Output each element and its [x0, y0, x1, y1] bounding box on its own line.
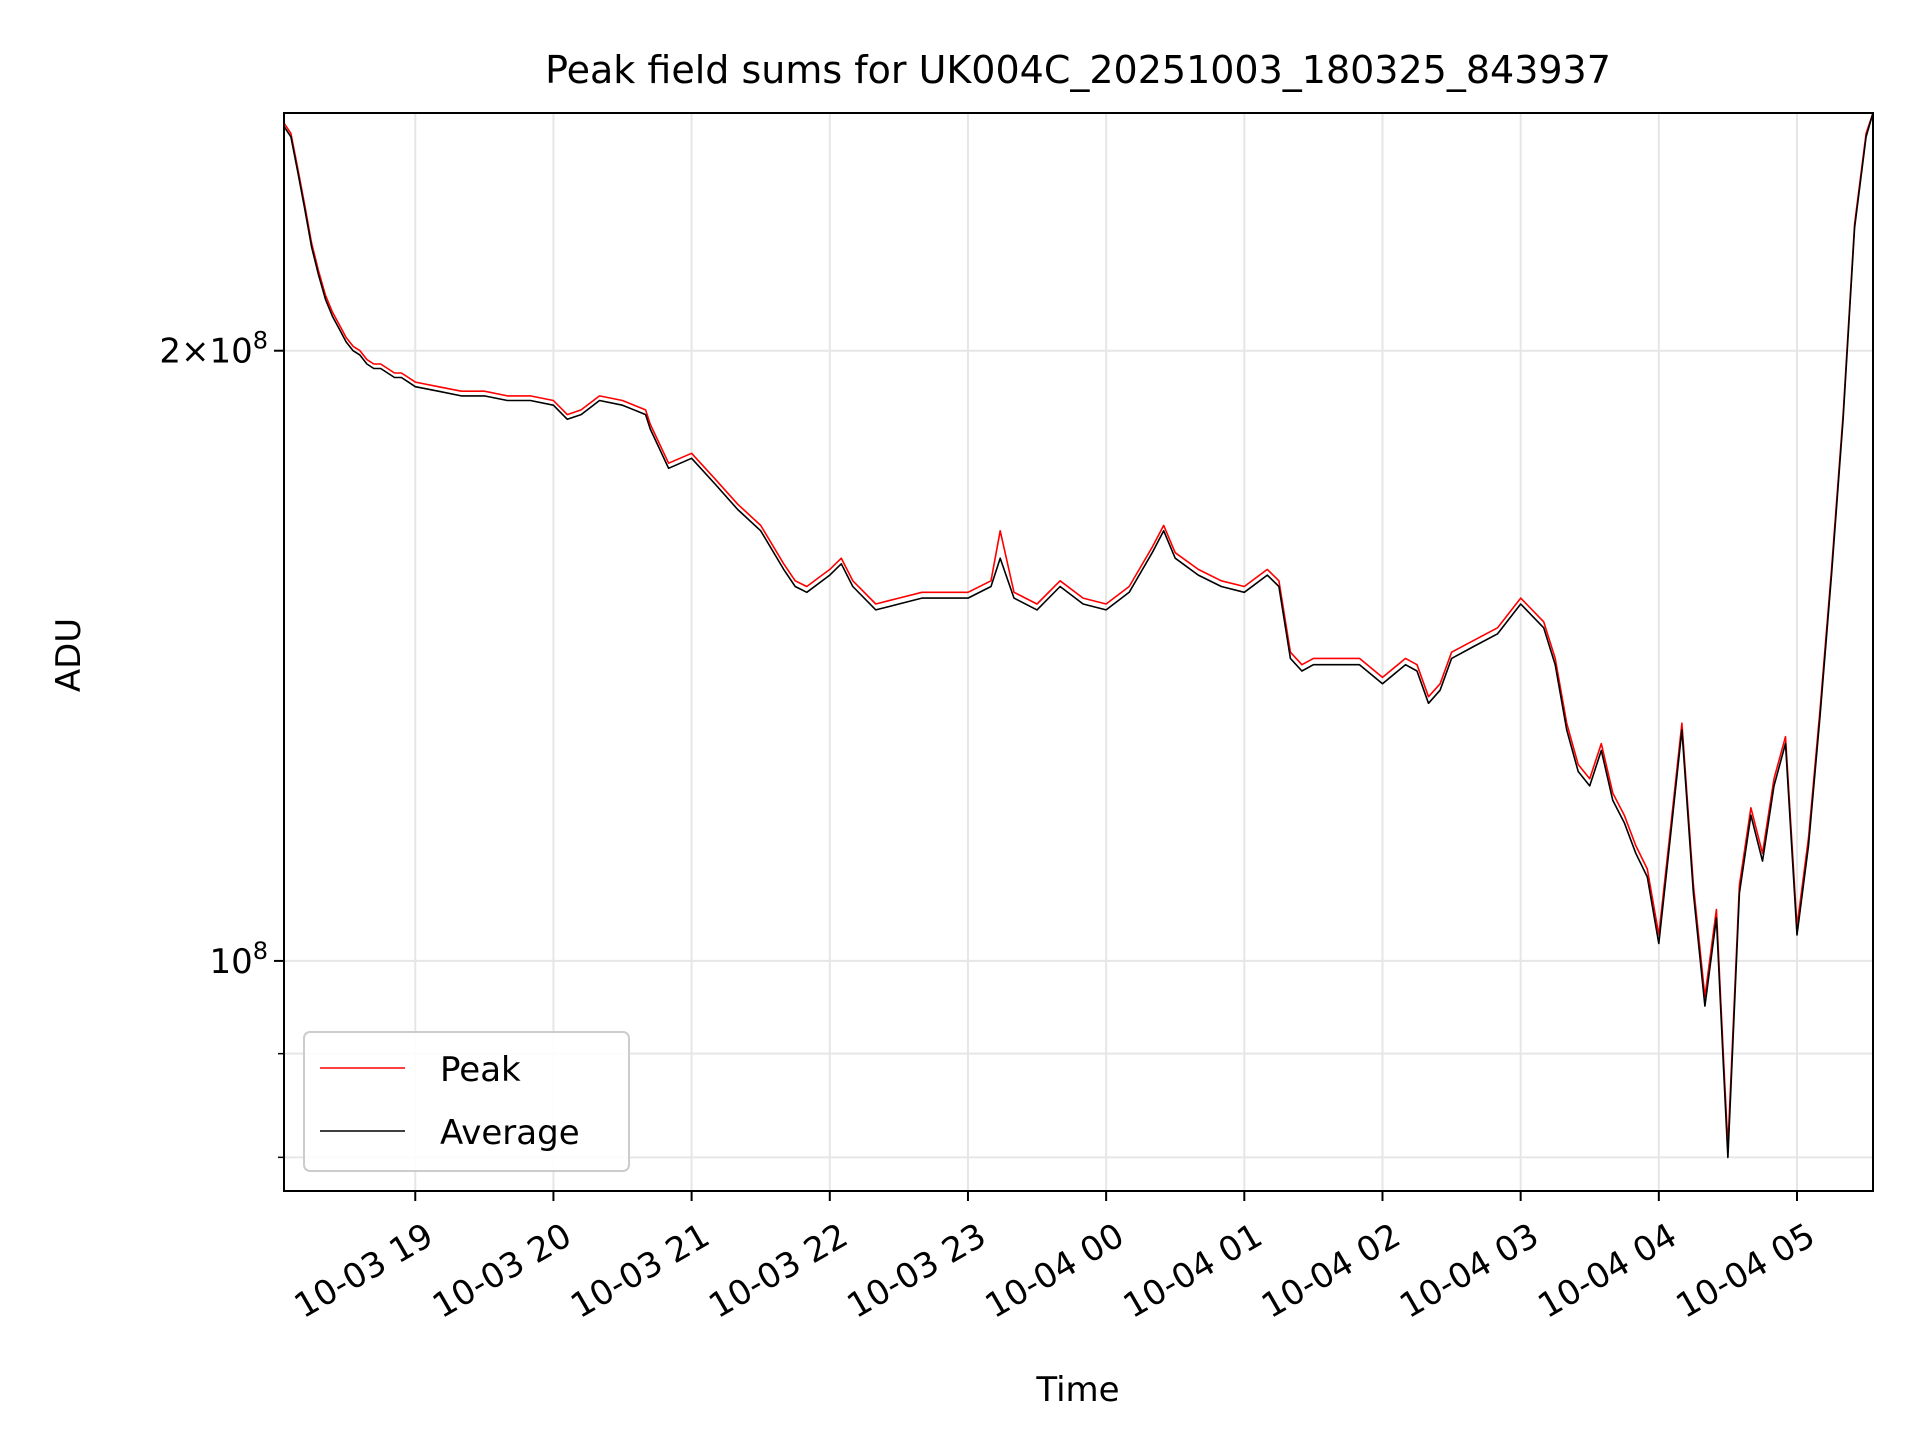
y-tick-label: 2×108 — [159, 327, 268, 372]
plot-frame — [283, 112, 1874, 1192]
y-axis-label: ADU — [49, 618, 89, 692]
series-line-peak — [283, 112, 1874, 1148]
legend-box — [303, 1031, 630, 1172]
series-layer — [283, 112, 1874, 1159]
series-line-average — [283, 112, 1874, 1159]
legend-label-peak: Peak — [440, 1050, 521, 1090]
chart-title: Peak field sums for UK004C_20251003_1803… — [545, 48, 1611, 92]
x-axis-label: Time — [1035, 1370, 1119, 1410]
y-tick-label: 108 — [209, 937, 268, 982]
legend: Peak Average — [303, 1031, 630, 1172]
grid — [284, 113, 1873, 1191]
legend-label-average: Average — [440, 1113, 580, 1153]
y-axis: 108 2×108 — [159, 327, 284, 1159]
